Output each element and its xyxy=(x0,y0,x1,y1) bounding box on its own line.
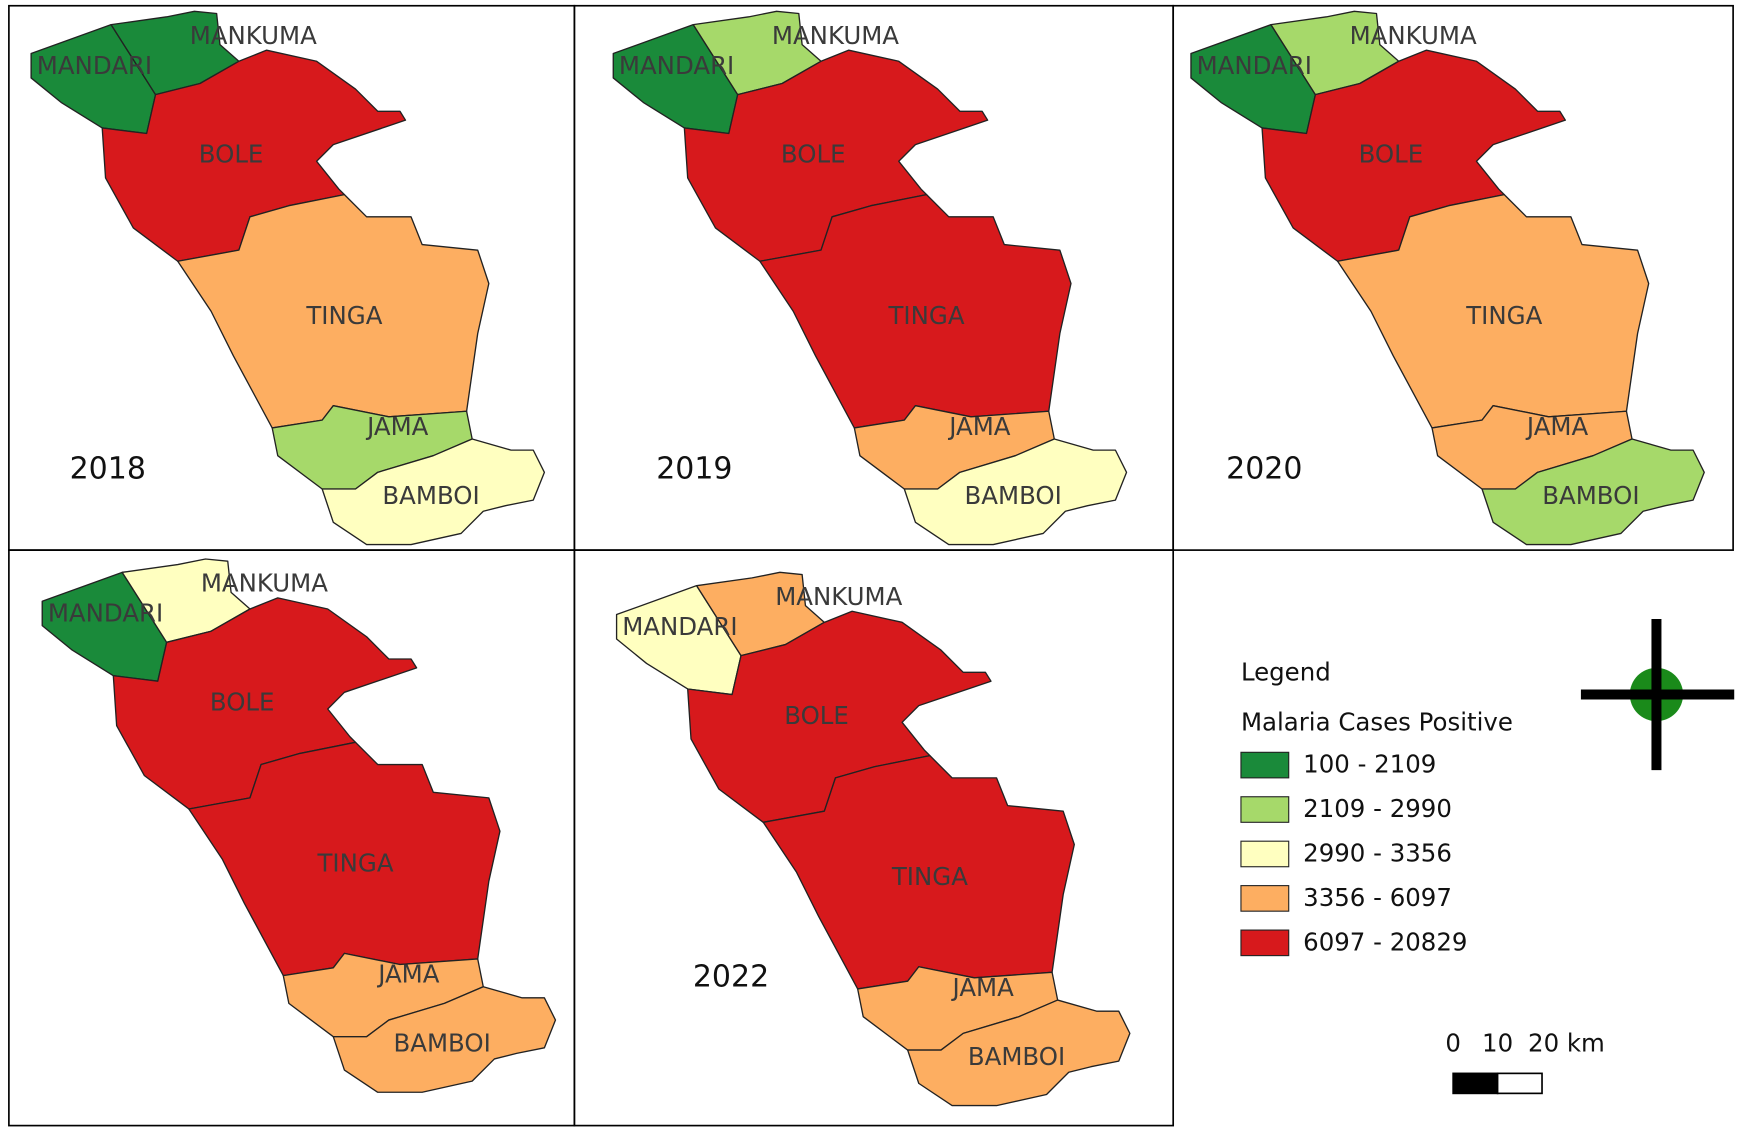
region-label: MANDARI xyxy=(622,612,737,641)
region-label: BAMBOI xyxy=(968,1042,1065,1071)
region-label: BOLE xyxy=(784,701,849,730)
region-label: MANKUMA xyxy=(775,582,902,611)
region-label: MANKUMA xyxy=(1350,21,1477,50)
panel-frame xyxy=(573,549,1175,1127)
legend-label: 2109 - 2990 xyxy=(1303,794,1452,823)
year-label: 2022 xyxy=(693,959,769,994)
scale-label: 20 km xyxy=(1528,1028,1605,1057)
region-label: BAMBOI xyxy=(1542,481,1639,510)
region-label: JAMA xyxy=(1525,412,1589,441)
legend-swatch xyxy=(1240,751,1290,779)
region-label: TINGA xyxy=(888,301,965,330)
region-label: BAMBOI xyxy=(382,481,479,510)
legend-label: 3356 - 6097 xyxy=(1303,883,1452,912)
region-label: TINGA xyxy=(316,849,393,878)
legend-swatch xyxy=(1240,796,1290,823)
region-label: BOLE xyxy=(199,140,264,169)
legend-label: 100 - 2109 xyxy=(1303,750,1436,779)
year-label: 2020 xyxy=(1226,452,1302,487)
region-label: MANKUMA xyxy=(772,21,899,50)
legend-title: Legend xyxy=(1241,657,1331,686)
legend-swatch xyxy=(1240,885,1290,912)
region-label: MANKUMA xyxy=(190,21,317,50)
region xyxy=(112,597,418,810)
region xyxy=(687,610,992,823)
region xyxy=(332,986,557,1093)
panel-frame xyxy=(1172,4,1734,551)
region xyxy=(903,438,1128,546)
panel: MANDARI MANKUMA BOLE TINGA JAMA BAMBOI xyxy=(612,10,1128,546)
panel: MANDARI MANKUMA BOLE TINGA JAMA BAMBOI xyxy=(615,571,1131,1107)
legend-label: 6097 - 20829 xyxy=(1303,927,1467,956)
region-label: TINGA xyxy=(1465,301,1542,330)
legend-label: 2990 - 3356 xyxy=(1303,839,1452,868)
year-label: 2018 xyxy=(70,452,146,487)
region-label: MANDARI xyxy=(37,51,152,80)
region-label: MANDARI xyxy=(48,599,163,628)
year-label: 2019 xyxy=(656,452,732,487)
region-label: JAMA xyxy=(365,412,429,441)
region-label: BOLE xyxy=(1359,140,1424,169)
panel: MANDARI MANKUMA BOLE TINGA JAMA BAMBOI xyxy=(30,10,546,546)
region xyxy=(101,49,407,262)
region-label: MANDARI xyxy=(619,51,734,80)
region xyxy=(906,999,1131,1107)
region xyxy=(321,438,546,546)
region-label: BAMBOI xyxy=(965,481,1062,510)
legend-swatch xyxy=(1240,840,1290,868)
panel: MANDARI MANKUMA BOLE TINGA JAMA BAMBOI xyxy=(41,558,557,1093)
region-label: JAMA xyxy=(376,960,440,989)
scale-bar xyxy=(1452,1072,1543,1095)
legend-subtitle: Malaria Cases Positive xyxy=(1241,707,1513,736)
region-label: BOLE xyxy=(210,687,275,716)
scale-label: 0 xyxy=(1445,1028,1461,1057)
region-label: JAMA xyxy=(951,973,1015,1002)
region xyxy=(1261,49,1567,262)
region-label: MANKUMA xyxy=(201,569,328,598)
north-arrow xyxy=(1580,618,1735,771)
region-label: TINGA xyxy=(891,862,968,891)
region-label: MANDARI xyxy=(1197,51,1312,80)
region-label: JAMA xyxy=(947,412,1011,441)
panel: MANDARI MANKUMA BOLE TINGA JAMA BAMBOI xyxy=(1190,10,1705,546)
region-label: BAMBOI xyxy=(393,1028,490,1057)
scale-label: 10 xyxy=(1482,1028,1513,1057)
region-label: BOLE xyxy=(781,140,846,169)
legend-swatch xyxy=(1240,929,1290,957)
region xyxy=(683,49,989,262)
region xyxy=(1481,438,1705,546)
region-label: TINGA xyxy=(305,301,382,330)
